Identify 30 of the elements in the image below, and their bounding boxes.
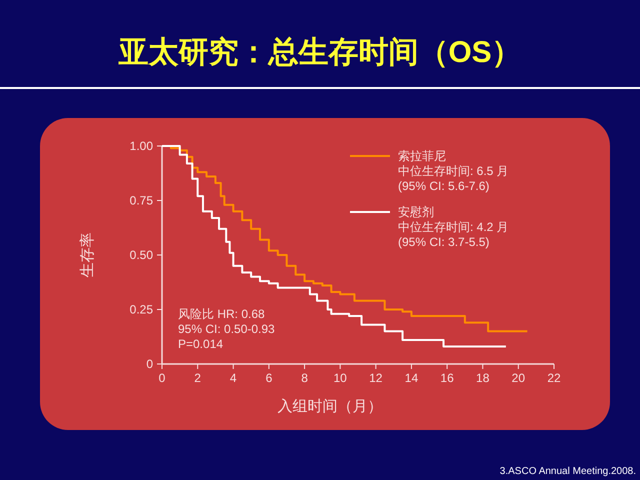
x-tick-label: 12	[369, 371, 383, 385]
y-tick-label: 0.50	[130, 248, 154, 262]
y-tick-label: 0.75	[130, 194, 154, 208]
x-tick-label: 20	[512, 371, 526, 385]
x-tick-label: 6	[266, 371, 273, 385]
legend-label: 安慰剂	[398, 205, 434, 219]
x-tick-label: 16	[440, 371, 454, 385]
annotation: 95% CI: 0.50-0.93	[178, 322, 276, 336]
x-tick-label: 14	[404, 371, 418, 385]
annotation: (95% CI: 5.6-7.6)	[398, 179, 490, 193]
annotation: (95% CI: 3.7-5.5)	[398, 235, 490, 249]
y-tick-label: 1.00	[130, 139, 154, 153]
annotation: 风险比 HR: 0.68	[178, 307, 266, 321]
annotation: 中位生存时间: 4.2 月	[398, 220, 509, 234]
y-axis-title: 生存率	[79, 232, 96, 278]
title: 亚太研究：总生存时间（OS）	[118, 36, 522, 69]
annotation: 中位生存时间: 6.5 月	[398, 164, 509, 178]
annotation: P=0.014	[178, 337, 224, 351]
x-tick-label: 2	[194, 371, 202, 385]
x-tick-label: 22	[547, 371, 561, 385]
text: 3.ASCO Annual Meeting.2008.	[500, 466, 636, 477]
x-tick-label: 8	[301, 371, 308, 385]
x-tick-label: 4	[230, 371, 237, 385]
y-tick-label: 0	[146, 357, 154, 371]
legend-label: 索拉菲尼	[398, 149, 446, 163]
x-tick-label: 10	[334, 371, 348, 385]
x-tick-label: 0	[158, 371, 166, 385]
y-tick-label: 0.25	[130, 302, 154, 316]
x-axis-title: 入组时间（月）	[278, 398, 382, 415]
x-tick-label: 18	[476, 371, 490, 385]
